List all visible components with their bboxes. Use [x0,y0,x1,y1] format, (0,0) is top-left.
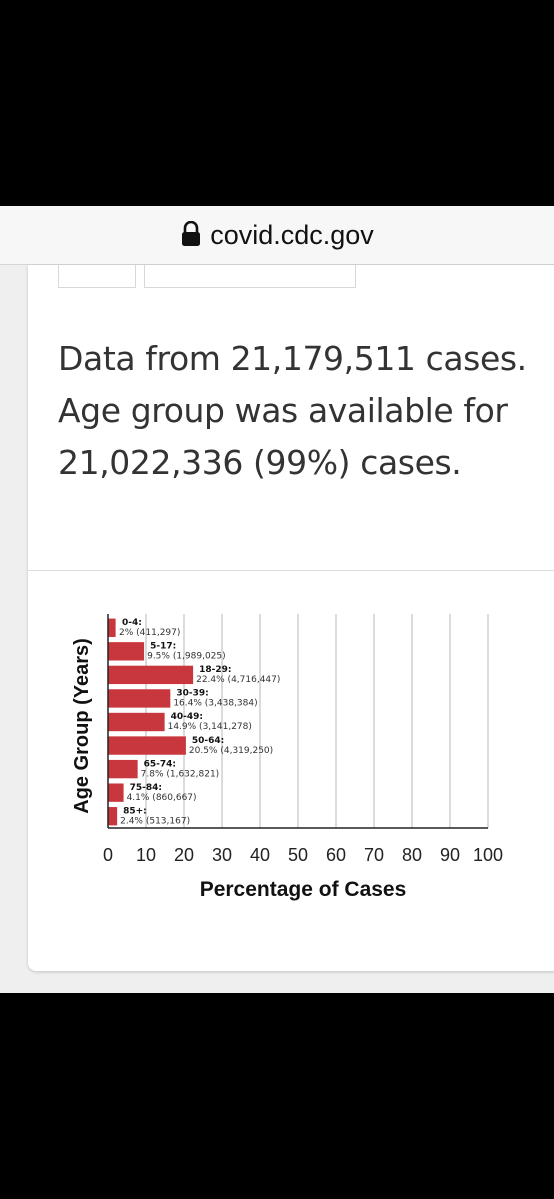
x-axis-title: Percentage of Cases [200,878,407,901]
x-tick-label: 40 [250,845,270,865]
data-label-5: 20.5% (4,319,250) [189,746,273,756]
address-bar[interactable]: covid.cdc.gov [0,206,554,265]
bar-7 [108,783,124,802]
category-label-8: 85+: [123,806,147,816]
lock-icon [182,221,201,246]
category-label-1: 5-17: [150,642,176,652]
x-tick-label: 10 [136,845,156,865]
bar-4 [108,712,165,732]
x-tick-label: 60 [326,845,346,865]
category-label-3: 30-39: [176,689,208,699]
data-label-3: 16.4% (3,438,384) [173,699,257,709]
data-label-2: 22.4% (4,716,447) [196,675,280,685]
x-tick-label: 0 [103,845,113,865]
x-tick-label: 50 [288,845,308,865]
bar-8 [108,807,118,826]
data-label-6: 7.8% (1,632,821) [141,769,220,779]
x-tick-label: 20 [174,845,194,865]
status-area [0,0,554,206]
bar-5 [108,736,186,755]
page-content: Data from 21,179,511 cases. Age group wa… [0,265,554,993]
age-group-chart: 0-4:2% (411,297) 5-17:9.5% (1,989,025) 18-… [71,614,503,901]
category-label-4: 40-49: [171,712,203,722]
category-label-6: 65-74: [144,759,176,769]
data-label-7: 4.1% (860,667) [127,793,197,803]
category-label-0: 0-4: [122,618,142,628]
bar-2 [108,665,194,685]
y-axis-title: Age Group (Years) [71,638,93,814]
tab-stub-right[interactable] [144,265,356,288]
bar-6 [108,759,138,779]
bar-1 [108,642,145,661]
category-label-7: 75-84: [130,783,162,793]
x-tick-label: 100 [473,845,503,865]
tab-stub-left[interactable] [58,265,136,288]
url-text: covid.cdc.gov [210,219,374,250]
bar-0 [108,618,116,637]
bar-3 [108,689,171,708]
category-label-2: 18-29: [199,665,231,675]
data-label-1: 9.5% (1,989,025) [147,652,226,662]
x-tick-label: 70 [364,845,384,865]
x-tick-label: 30 [212,845,232,865]
data-label-0: 2% (411,297) [119,628,180,638]
summary-text: Data from 21,179,511 cases. Age group wa… [58,339,527,482]
x-tick-label: 90 [440,845,460,865]
data-card: Data from 21,179,511 cases. Age group wa… [28,265,554,971]
bottom-area [0,993,554,1199]
data-label-4: 14.9% (3,141,278) [168,722,252,732]
x-tick-label: 80 [402,845,422,865]
category-label-5: 50-64: [192,736,224,746]
data-label-8: 2.4% (513,167) [120,816,190,826]
divider [28,570,554,571]
